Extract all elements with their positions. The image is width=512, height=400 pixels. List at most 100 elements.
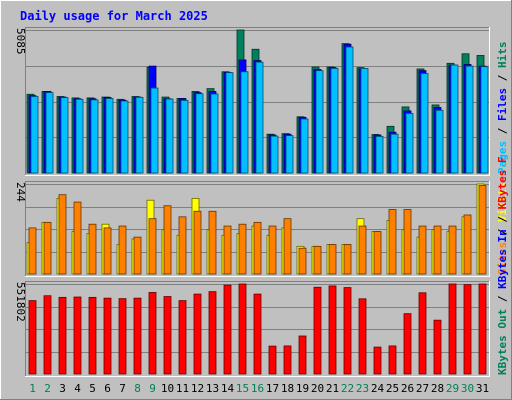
bar-kbytes-f-30 — [463, 284, 472, 375]
bar-sites-3 — [58, 194, 67, 275]
x-tick-label-21: 21 — [326, 382, 339, 395]
bar-pages-25 — [390, 133, 399, 174]
legend-item-kbytes-f: KBytes F — [496, 156, 509, 209]
bar-kbytes-f-23 — [358, 298, 367, 375]
bar-pages-31 — [480, 66, 489, 174]
bar-kbytes-f-8 — [133, 297, 142, 375]
bar-sites-25 — [388, 209, 397, 275]
bar-pages-9 — [150, 87, 159, 174]
bar-pages-21 — [330, 67, 339, 174]
series-kbytes-f — [28, 283, 487, 375]
x-tick-label-3: 3 — [59, 382, 66, 395]
x-tick-label-20: 20 — [311, 382, 324, 395]
legend-separator: / — [496, 68, 509, 88]
bar-kbytes-f-11 — [178, 300, 187, 375]
bar-kbytes-f-3 — [58, 296, 67, 375]
x-tick-label-16: 16 — [251, 382, 264, 395]
bar-sites-28 — [433, 225, 442, 275]
bar-pages-17 — [270, 135, 279, 174]
bar-pages-10 — [165, 98, 174, 174]
legend-kbytes: KBytes Out / KBytes In / KBytes F — [496, 156, 509, 375]
bar-sites-9 — [148, 218, 157, 275]
x-tick-label-2: 2 — [44, 382, 51, 395]
legend-item-hits: Hits — [496, 42, 509, 69]
bar-sites-20 — [313, 245, 322, 275]
legend-item-files: Files — [496, 88, 509, 121]
x-tick-label-29: 29 — [446, 382, 459, 395]
y-max-label: 5085 — [14, 28, 27, 55]
legend-separator: / — [496, 289, 509, 309]
bar-sites-14 — [223, 225, 232, 275]
bar-kbytes-f-20 — [313, 286, 322, 375]
bar-sites-7 — [118, 225, 127, 275]
bar-pages-19 — [300, 118, 309, 174]
x-tick-label-9: 9 — [149, 382, 156, 395]
bar-kbytes-f-24 — [373, 346, 382, 375]
bar-kbytes-f-13 — [208, 291, 217, 375]
legend-item-kbytes-in: KBytes In — [496, 229, 509, 289]
bar-kbytes-f-27 — [418, 292, 427, 375]
bar-sites-11 — [178, 216, 187, 275]
x-tick-label-18: 18 — [281, 382, 294, 395]
bar-kbytes-f-17 — [268, 345, 277, 375]
x-tick-label-13: 13 — [206, 382, 219, 395]
bar-pages-18 — [285, 135, 294, 174]
bar-pages-7 — [120, 100, 129, 174]
bar-pages-27 — [420, 73, 429, 174]
x-tick-label-5: 5 — [89, 382, 96, 395]
bar-sites-31 — [478, 185, 487, 275]
x-tick-label-7: 7 — [119, 382, 126, 395]
bar-pages-30 — [465, 65, 474, 174]
bar-kbytes-f-21 — [328, 285, 337, 375]
bar-kbytes-f-5 — [88, 296, 97, 375]
bar-pages-3 — [60, 97, 69, 174]
bar-sites-8 — [133, 236, 142, 275]
bar-kbytes-f-6 — [103, 297, 112, 375]
bar-pages-5 — [90, 99, 99, 174]
bar-sites-18 — [283, 218, 292, 275]
bar-sites-2 — [43, 221, 52, 275]
x-tick-label-30: 30 — [461, 382, 474, 395]
x-tick-label-26: 26 — [401, 382, 414, 395]
x-tick-label-19: 19 — [296, 382, 309, 395]
x-tick-label-17: 17 — [266, 382, 279, 395]
bar-pages-14 — [225, 72, 234, 174]
bar-kbytes-f-4 — [73, 296, 82, 375]
bar-pages-29 — [450, 64, 459, 174]
chart-panels: 5085 Pages / Files / Hits 244 Sites / Visit… — [14, 27, 509, 377]
bar-kbytes-f-14 — [223, 284, 232, 375]
bar-sites-21 — [328, 244, 337, 275]
bar-sites-24 — [373, 231, 382, 275]
bar-sites-17 — [268, 225, 277, 275]
bar-sites-15 — [238, 223, 247, 275]
bar-pages-26 — [405, 112, 414, 174]
bar-sites-19 — [298, 247, 307, 275]
legend-item-kbytes-out: KBytes Out — [496, 309, 509, 375]
bar-sites-6 — [103, 227, 112, 275]
legend-visits-sites: Sites / Visits — [496, 182, 509, 275]
bar-pages-20 — [315, 70, 324, 174]
panel-kbytes: 551802 KBytes Out / KBytes In / KBytes F — [14, 156, 509, 377]
chart-title: Daily usage for March 2025 — [20, 9, 208, 23]
bar-kbytes-f-9 — [148, 292, 157, 375]
x-tick-label-1: 1 — [29, 382, 36, 395]
legend-item-pages: Pages — [496, 141, 509, 174]
bar-pages-24 — [375, 136, 384, 174]
bar-kbytes-f-28 — [433, 319, 442, 375]
panel-hits-files-pages: 5085 Pages / Files / Hits — [14, 27, 509, 176]
legend-separator: / — [496, 209, 509, 229]
bar-kbytes-f-18 — [283, 345, 292, 375]
x-tick-label-28: 28 — [431, 382, 444, 395]
bar-kbytes-f-25 — [388, 345, 397, 375]
bar-pages-8 — [135, 96, 144, 174]
bar-kbytes-f-12 — [193, 293, 202, 375]
bar-kbytes-f-7 — [118, 298, 127, 375]
bar-sites-1 — [28, 227, 37, 275]
bar-pages-12 — [195, 93, 204, 174]
bar-sites-12 — [193, 210, 202, 275]
x-tick-label-11: 11 — [176, 382, 189, 395]
bar-pages-6 — [105, 98, 114, 174]
bar-sites-4 — [73, 201, 82, 275]
bar-sites-13 — [208, 210, 217, 275]
